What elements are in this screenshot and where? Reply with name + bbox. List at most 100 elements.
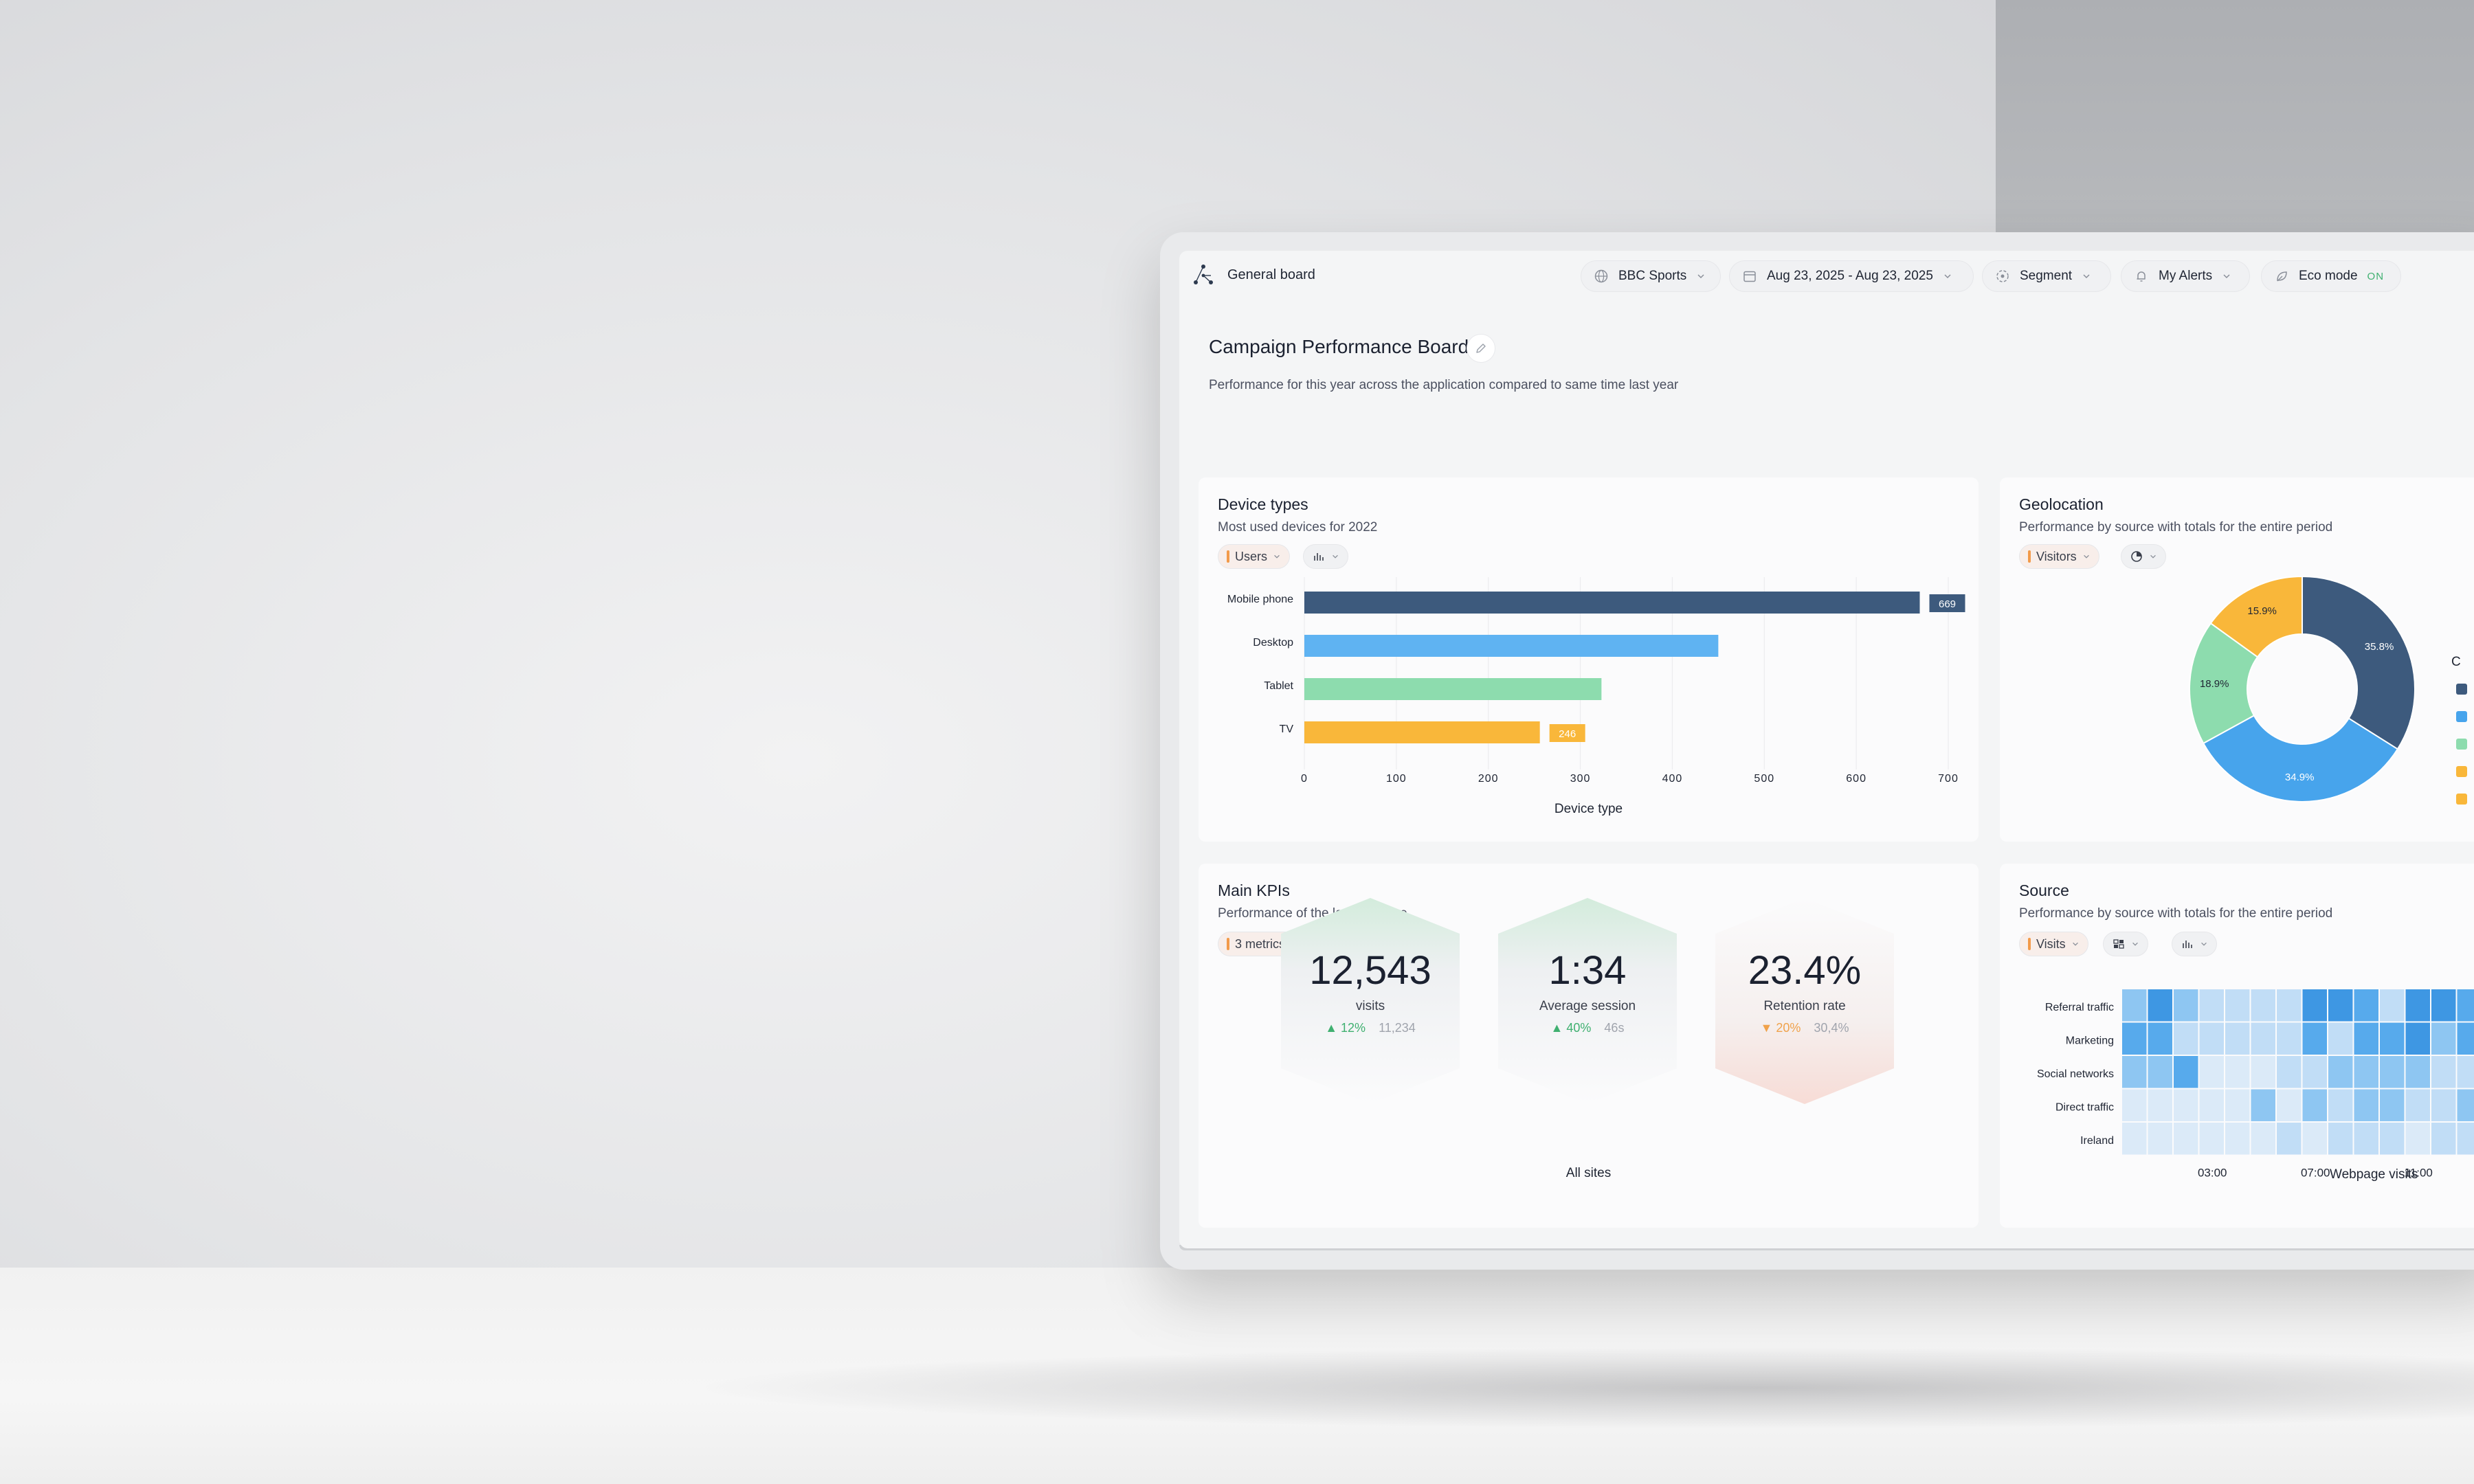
heatmap-cell xyxy=(2431,1089,2456,1121)
heatmap-cell xyxy=(2354,1056,2378,1088)
alerts-selector[interactable]: My Alerts xyxy=(2121,260,2250,292)
heatmap-cell xyxy=(2302,1089,2327,1121)
metric-chip-label: Visits xyxy=(2036,936,2066,951)
heatmap-row-label: Marketing xyxy=(2066,1035,2114,1047)
data-label-bg xyxy=(1549,724,1585,742)
kpi-value: 12,543 xyxy=(1309,948,1431,993)
chevron-down-icon xyxy=(2083,554,2089,559)
pie-slice-label: 34.9% xyxy=(2285,772,2315,783)
chevron-down-icon xyxy=(2083,274,2090,279)
legend-swatch xyxy=(2456,739,2467,750)
bar-chart-xlabel: Device type xyxy=(1554,802,1623,816)
heatmap-cell xyxy=(2431,1123,2456,1155)
bar xyxy=(1304,635,1719,657)
kpi-hexagon-session xyxy=(1498,898,1677,1104)
chart-type-chip[interactable] xyxy=(2172,932,2217,956)
kpi-change: 12% xyxy=(1341,1021,1366,1035)
heatmap-row-label: Social networks xyxy=(2037,1068,2114,1080)
heatmap-cell xyxy=(2225,1056,2250,1088)
kpi-hexagon-retention xyxy=(1715,898,1894,1104)
kpi-change-row: ▲ 40% 46s xyxy=(1498,1021,1677,1035)
globe-icon xyxy=(1594,269,1608,283)
legend-swatch xyxy=(2456,766,2467,777)
heatmap-cell xyxy=(2148,1123,2172,1155)
trend-up-icon: ▲ xyxy=(1325,1021,1338,1035)
chevron-down-icon xyxy=(2150,554,2156,559)
heatmap-x-tick: 07:00 xyxy=(2301,1167,2330,1180)
kpi-value: 1:34 xyxy=(1548,948,1627,993)
metric-color-icon xyxy=(1227,550,1229,563)
date-range-label: Aug 23, 2025 - Aug 23, 2025 xyxy=(1767,269,1933,283)
brand-label: General board xyxy=(1227,267,1315,282)
heatmap-cell xyxy=(2328,1123,2353,1155)
heatmap-xlabel: Webpage visits xyxy=(2330,1167,2418,1182)
data-label-text: 246 xyxy=(1559,728,1576,740)
kpi-change-row: ▲ 12% 11,234 xyxy=(1281,1021,1460,1035)
category-label: Mobile phone xyxy=(1227,594,1293,605)
heatmap-cell xyxy=(2328,1056,2353,1088)
main-kpis-card: Main KPIs Performance of the landing pag… xyxy=(1199,864,1979,1228)
pie-slice xyxy=(2209,575,2303,658)
card-title: Source xyxy=(2019,881,2069,899)
heatmap-cell xyxy=(2380,1123,2405,1155)
geolocation-card: Geolocation Performance by source with t… xyxy=(2000,477,2474,842)
kpi-label: Retention rate xyxy=(1763,999,1846,1013)
metric-chip-label: 3 metrics xyxy=(1235,936,1286,951)
heatmap-cell xyxy=(2225,1022,2250,1055)
x-tick-label: 700 xyxy=(1938,773,1959,785)
chart-type-chip[interactable] xyxy=(2121,544,2166,569)
bar xyxy=(1304,721,1540,743)
heatmap-cell xyxy=(2122,1123,2147,1155)
trend-up-icon: ▲ xyxy=(1550,1021,1563,1035)
pie-slice-label: 35.8% xyxy=(2365,641,2394,653)
x-tick-label: 100 xyxy=(1386,773,1407,785)
heatmap-cell xyxy=(2405,1022,2430,1055)
device-types-card: Device types Most used devices for 2022 … xyxy=(1199,477,1979,842)
heatmap-cell xyxy=(2354,989,2378,1022)
pie-slice xyxy=(2202,715,2399,802)
heatmap-cell xyxy=(2251,1022,2275,1055)
geolocation-pie-chart: 35.8% 34.9% 18.9% 15.9% xyxy=(2189,575,2416,802)
legend-swatch xyxy=(2456,794,2467,805)
brand[interactable]: General board xyxy=(1192,263,1315,286)
visitors-metric-chip[interactable]: Visitors xyxy=(2019,544,2099,569)
kpi-value: 23.4% xyxy=(1748,948,1862,993)
heatmap-cell xyxy=(2457,1022,2474,1055)
pie-slice xyxy=(2189,622,2259,745)
category-label: Tablet xyxy=(1264,680,1293,692)
date-range-selector[interactable]: Aug 23, 2025 - Aug 23, 2025 xyxy=(1729,260,1974,292)
display-type-chip[interactable] xyxy=(2103,932,2148,956)
segment-selector[interactable]: Segment xyxy=(1982,260,2111,292)
x-tick-label: 500 xyxy=(1754,773,1774,785)
pie-slice-label: 18.9% xyxy=(2200,678,2229,690)
category-label: TV xyxy=(1280,723,1294,735)
leaf-icon xyxy=(2277,271,2287,282)
legend-title: C xyxy=(2451,655,2461,669)
data-label-bg xyxy=(1929,594,1965,612)
heatmap-row-label: Referral traffic xyxy=(2045,1002,2114,1013)
visits-metric-chip[interactable]: Visits xyxy=(2019,932,2088,956)
heatmap-cell xyxy=(2277,1056,2302,1088)
site-selector[interactable]: BBC Sports xyxy=(1581,260,1721,292)
metric-chip-label: Users xyxy=(1235,549,1268,563)
chart-type-chip[interactable] xyxy=(1303,544,1348,569)
users-metric-chip[interactable]: Users xyxy=(1218,544,1291,569)
alerts-label: My Alerts xyxy=(2159,269,2213,283)
heatmap-cell xyxy=(2405,1056,2430,1088)
monitor-shadow xyxy=(687,1347,2474,1429)
heatmap-cell xyxy=(2302,1123,2327,1155)
eco-mode-toggle[interactable]: Eco mode ON xyxy=(2261,260,2401,292)
metric-chip-label: Visitors xyxy=(2036,549,2077,563)
edit-title-button[interactable] xyxy=(1467,334,1495,363)
chevron-down-icon xyxy=(2072,942,2078,946)
heatmap-cell xyxy=(2277,1123,2302,1155)
pencil-icon xyxy=(1476,344,1486,353)
heatmap-cell xyxy=(2277,1089,2302,1121)
heatmap-cell xyxy=(2199,1022,2224,1055)
card-subtitle: Performance by source with totals for th… xyxy=(2019,520,2333,535)
heatmap-cell xyxy=(2457,1123,2474,1155)
source-heatmap: Referral traffic Marketing Social networks… xyxy=(2037,989,2474,1180)
bar xyxy=(1304,678,1602,700)
card-subtitle: Most used devices for 2022 xyxy=(1218,520,1378,535)
chevron-down-icon xyxy=(2201,942,2207,946)
